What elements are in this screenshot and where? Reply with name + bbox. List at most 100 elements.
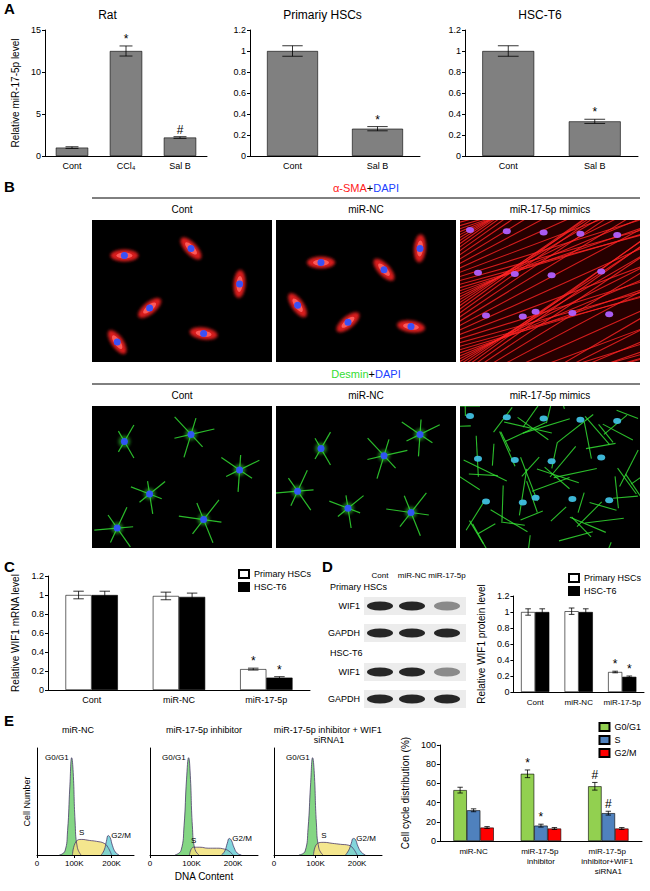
svg-text:S: S	[79, 828, 84, 837]
svg-text:C: C	[4, 558, 15, 575]
svg-text:0: 0	[35, 859, 40, 868]
svg-text:G0/G1: G0/G1	[162, 753, 186, 762]
svg-text:Sal B: Sal B	[367, 161, 389, 171]
svg-text:100K: 100K	[306, 859, 325, 868]
svg-text:*: *	[613, 657, 618, 671]
svg-text:Primariy HSCs: Primariy HSCs	[283, 8, 362, 22]
svg-text:100: 100	[421, 740, 436, 750]
svg-text:G2/M: G2/M	[111, 831, 131, 840]
svg-text:15: 15	[31, 25, 41, 35]
svg-text:1: 1	[456, 46, 461, 56]
svg-text:miR-NC: miR-NC	[564, 698, 593, 707]
svg-text:Cell Number: Cell Number	[22, 776, 32, 826]
svg-text:Relative WIF1 protein level: Relative WIF1 protein level	[476, 584, 487, 704]
svg-text:200K: 200K	[224, 859, 243, 868]
svg-text:Cont: Cont	[527, 698, 545, 707]
svg-text:0.6: 0.6	[497, 639, 510, 649]
svg-text:Cont: Cont	[171, 204, 192, 215]
svg-text:Primary HSCs: Primary HSCs	[330, 582, 388, 592]
svg-text:0.2: 0.2	[233, 130, 246, 140]
svg-text:0.4: 0.4	[497, 655, 510, 665]
svg-text:Cont: Cont	[62, 161, 82, 171]
svg-text:80: 80	[426, 759, 436, 769]
svg-text:α-SMA+DAPI: α-SMA+DAPI	[333, 182, 399, 194]
svg-text:#: #	[605, 797, 612, 811]
svg-text:S: S	[614, 735, 620, 745]
svg-text:100K: 100K	[65, 859, 84, 868]
svg-text:E: E	[4, 712, 14, 729]
svg-text:Cont: Cont	[372, 571, 390, 580]
svg-text:HSC-T6: HSC-T6	[518, 8, 562, 22]
svg-text:100K: 100K	[182, 859, 201, 868]
svg-text:B: B	[4, 178, 15, 195]
svg-text:Primary HSCs: Primary HSCs	[584, 573, 642, 583]
svg-text:1.2: 1.2	[448, 25, 461, 35]
svg-text:10: 10	[31, 67, 41, 77]
svg-text:Cont: Cont	[82, 695, 102, 705]
svg-text:20: 20	[426, 817, 436, 827]
svg-text:S: S	[191, 836, 196, 845]
svg-text:200K: 200K	[348, 859, 367, 868]
svg-text:miR-17-5p inhibitor + WIF1: miR-17-5p inhibitor + WIF1	[274, 725, 384, 735]
svg-text:miR-17-5p: miR-17-5p	[589, 847, 629, 856]
svg-text:Cont: Cont	[171, 390, 192, 401]
svg-text:*: *	[251, 654, 256, 668]
svg-text:0: 0	[504, 687, 509, 697]
svg-text:1.2: 1.2	[233, 25, 246, 35]
svg-text:0.8: 0.8	[448, 67, 461, 77]
svg-text:Primary HSCs: Primary HSCs	[254, 569, 312, 579]
svg-text:miR-17-5p mimics: miR-17-5p mimics	[510, 390, 591, 401]
svg-text:#: #	[592, 768, 599, 782]
svg-text:inhibitor: inhibitor	[527, 857, 555, 866]
svg-text:miR-17-5p mimics: miR-17-5p mimics	[510, 204, 591, 215]
svg-text:0: 0	[148, 859, 153, 868]
svg-text:Rat: Rat	[98, 8, 117, 22]
svg-text:0.6: 0.6	[233, 88, 246, 98]
svg-text:1.2: 1.2	[31, 571, 44, 581]
svg-text:miR-NC: miR-NC	[163, 695, 195, 705]
svg-text:0: 0	[36, 151, 41, 161]
svg-text:DNA Content: DNA Content	[175, 871, 234, 882]
svg-text:miR-NC: miR-NC	[398, 571, 427, 580]
svg-text:1: 1	[39, 590, 44, 600]
svg-text:miR-17-5p: miR-17-5p	[521, 847, 561, 856]
svg-text:0: 0	[272, 859, 277, 868]
svg-text:Sal B: Sal B	[169, 161, 191, 171]
svg-text:siRNA1: siRNA1	[314, 735, 345, 745]
svg-text:A: A	[4, 0, 15, 17]
svg-text:G0/G1: G0/G1	[45, 753, 69, 762]
svg-text:*: *	[539, 810, 544, 824]
svg-text:WIF1: WIF1	[339, 601, 361, 611]
svg-text:Relative miR-17-5p level: Relative miR-17-5p level	[10, 39, 21, 148]
svg-text:G2/M: G2/M	[356, 834, 376, 843]
svg-text:0.4: 0.4	[448, 109, 461, 119]
svg-text:#: #	[177, 123, 184, 137]
svg-text:0.2: 0.2	[448, 130, 461, 140]
svg-text:1: 1	[241, 46, 246, 56]
svg-text:0: 0	[431, 836, 436, 846]
svg-text:0: 0	[456, 151, 461, 161]
svg-text:G0/G1: G0/G1	[614, 722, 641, 732]
svg-text:*: *	[627, 662, 632, 676]
svg-text:siRNA1: siRNA1	[595, 867, 623, 876]
svg-text:0.8: 0.8	[497, 623, 510, 633]
svg-text:miR-NC: miR-NC	[348, 204, 384, 215]
svg-text:200K: 200K	[102, 859, 121, 868]
svg-text:0.8: 0.8	[31, 609, 44, 619]
svg-text:G2/M: G2/M	[232, 834, 252, 843]
svg-text:GAPDH: GAPDH	[328, 628, 360, 638]
svg-text:miR-17-5p: miR-17-5p	[428, 571, 466, 580]
svg-text:miR-17-5p: miR-17-5p	[604, 698, 642, 707]
svg-text:Sal B: Sal B	[584, 161, 606, 171]
svg-text:60: 60	[426, 778, 436, 788]
svg-text:miR-17-5p inhibitor: miR-17-5p inhibitor	[166, 725, 242, 735]
svg-text:GAPDH: GAPDH	[328, 694, 360, 704]
svg-text:0.4: 0.4	[31, 647, 44, 657]
svg-text:HSC-T6: HSC-T6	[254, 582, 287, 592]
svg-text:1: 1	[504, 607, 509, 617]
svg-text:Cont: Cont	[499, 161, 519, 171]
svg-text:*: *	[277, 663, 282, 677]
svg-text:0: 0	[241, 151, 246, 161]
svg-text:1.2: 1.2	[497, 591, 510, 601]
svg-text:0.4: 0.4	[233, 109, 246, 119]
